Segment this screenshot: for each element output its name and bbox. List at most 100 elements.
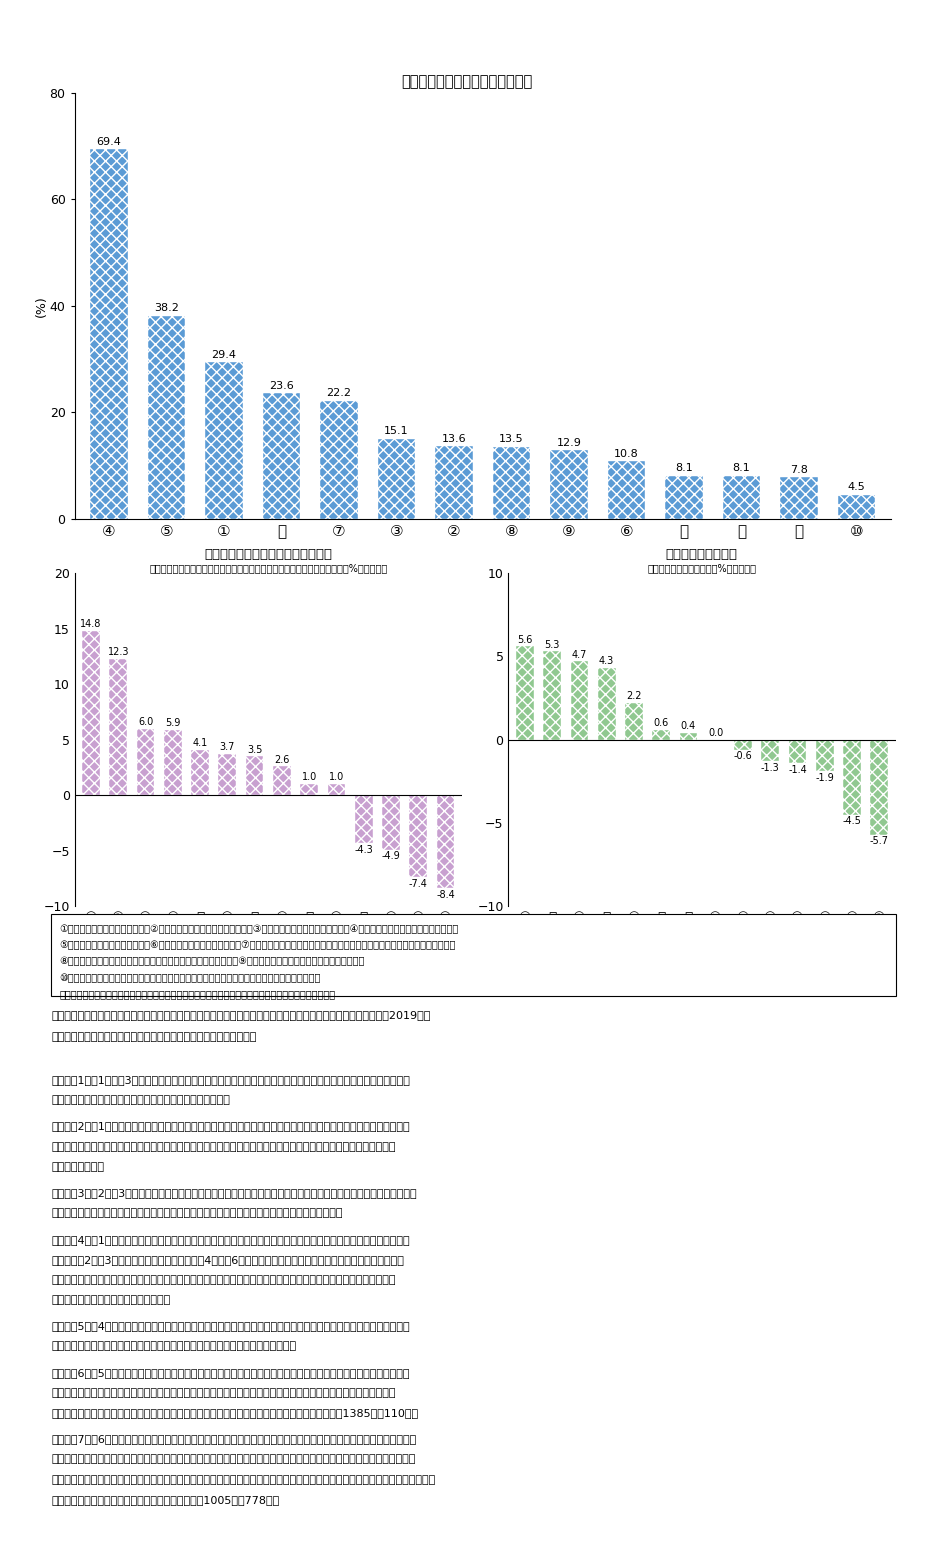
Text: -4.5: -4.5 bbox=[842, 816, 861, 826]
Text: 13.5: 13.5 bbox=[499, 434, 524, 445]
Text: 13.6: 13.6 bbox=[441, 434, 466, 445]
Bar bbox=[378, 438, 415, 519]
Bar bbox=[91, 149, 128, 519]
Bar bbox=[136, 728, 154, 795]
Text: 7）（6）は、「地方圏」に所在地のある企業における各理由の回答割合と、「三大都市圏」に所在地のある企業: 7）（6）は、「地方圏」に所在地のある企業における各理由の回答割合と、「三大都市… bbox=[51, 1434, 416, 1444]
Bar bbox=[300, 784, 318, 795]
Bar bbox=[608, 462, 646, 519]
Text: -1.3: -1.3 bbox=[761, 764, 780, 773]
Bar bbox=[109, 658, 127, 795]
Text: （2）（3）における人手不足企業及び（4）～（6）の回答企業については、人手不足が自社の企業経営ま: （2）（3）における人手不足企業及び（4）～（6）の回答企業については、人手不足… bbox=[51, 1255, 404, 1264]
Bar bbox=[550, 451, 588, 519]
Bar bbox=[543, 652, 561, 740]
Text: -7.4: -7.4 bbox=[409, 878, 427, 889]
Bar bbox=[493, 448, 530, 519]
Text: 以外の地域を指す。サンプル数はそれぞれ1005社、778社。: 以外の地域を指す。サンプル数はそれぞれ1005社、778社。 bbox=[51, 1495, 280, 1504]
Text: （４）人手不足を感じている理由: （４）人手不足を感じている理由 bbox=[401, 74, 532, 90]
Text: 4.3: 4.3 bbox=[599, 657, 614, 666]
Bar bbox=[780, 477, 817, 519]
Text: 5.9: 5.9 bbox=[165, 719, 180, 728]
Text: 資料出所　（独）労働政策研究・研修機構「人手不足等をめぐる現状と働き方等に関する調査（企業調査票）」（2019年）: 資料出所 （独）労働政策研究・研修機構「人手不足等をめぐる現状と働き方等に関する… bbox=[51, 1010, 431, 1019]
Bar bbox=[148, 316, 186, 519]
Text: 組んでいないが、近く取り組む予定」と回答した企業における各理由の回答割合と、「取り組んでこなかっ: 組んでいないが、近く取り組む予定」と回答した企業における各理由の回答割合と、「取… bbox=[51, 1388, 396, 1397]
Bar bbox=[838, 496, 875, 519]
Bar bbox=[843, 740, 861, 815]
Text: 組んでいないが、近く取り組む予定」と回答した企業における取組内容について、複数回答の結果を集計し: 組んでいないが、近く取り組む予定」と回答した企業における取組内容について、複数回… bbox=[51, 1142, 396, 1151]
Bar bbox=[870, 740, 888, 835]
Text: 企業を集計対象外としている。: 企業を集計対象外としている。 bbox=[51, 1295, 171, 1304]
FancyBboxPatch shape bbox=[51, 914, 896, 996]
Text: 4.7: 4.7 bbox=[572, 649, 587, 660]
Bar bbox=[327, 784, 345, 795]
Text: 0.4: 0.4 bbox=[681, 722, 696, 731]
Text: 2.6: 2.6 bbox=[274, 754, 289, 765]
Bar bbox=[82, 630, 100, 795]
Text: 23.6: 23.6 bbox=[270, 381, 294, 390]
Text: 4）（1）において自社の従業員全体の人手の過不足感について「大いに不足」「やや不足」と回答した企業、: 4）（1）において自社の従業員全体の人手の過不足感について「大いに不足」「やや不… bbox=[51, 1235, 410, 1244]
Text: -4.3: -4.3 bbox=[355, 844, 373, 855]
Text: ⑩介護のための休職者や短時間勤務者の増加、⑪病気治療のための休職者や短時間勤務者の増加、: ⑩介護のための休職者や短時間勤務者の増加、⑪病気治療のための休職者や短時間勤務者… bbox=[60, 973, 321, 984]
Text: -1.9: -1.9 bbox=[815, 773, 834, 782]
Text: した企業を「人手不足企業」、「適当」と回答した企業を「人手適当企業」としている。: した企業を「人手不足企業」、「適当」と回答した企業を「人手適当企業」としている。 bbox=[51, 1208, 342, 1218]
Y-axis label: (%): (%) bbox=[35, 294, 49, 318]
Text: -1.4: -1.4 bbox=[788, 765, 807, 774]
Bar bbox=[355, 795, 372, 843]
Bar bbox=[436, 446, 473, 519]
Bar bbox=[598, 668, 616, 740]
Text: 22.2: 22.2 bbox=[327, 389, 352, 398]
Bar bbox=[164, 730, 182, 795]
Bar bbox=[734, 740, 752, 750]
Text: 雇用人員が不足している理由について、複数回答の結果を集計している。: 雇用人員が不足している理由について、複数回答の結果を集計している。 bbox=[51, 1341, 297, 1351]
Text: （５）人手不足対策の有無別の差分: （５）人手不足対策の有無別の差分 bbox=[204, 548, 333, 561]
Bar bbox=[665, 476, 703, 519]
Text: 6）（5）は、人手不足を緩和するための対策について、３年前から現在までに「取り組んできた」「未だ取り: 6）（5）は、人手不足を緩和するための対策について、３年前から現在までに「取り組… bbox=[51, 1368, 410, 1377]
Text: 5.3: 5.3 bbox=[545, 640, 560, 649]
Bar bbox=[570, 661, 588, 740]
Text: 14.8: 14.8 bbox=[80, 620, 102, 629]
Text: 5.6: 5.6 bbox=[517, 635, 533, 644]
Text: 12.3: 12.3 bbox=[107, 647, 129, 657]
Text: （６）地域別の差分: （６）地域別の差分 bbox=[665, 548, 738, 561]
Text: ①景気の回復に伴う事業の拡大、②業務プロセスの見直しができない、③省力化・合理化投資ができない、④新規の人材獲得が困難になっている、: ①景気の回復に伴う事業の拡大、②業務プロセスの見直しができない、③省力化・合理化… bbox=[60, 923, 459, 934]
Text: 4.5: 4.5 bbox=[848, 482, 866, 493]
Text: ⑫定年退職や再雇用期間が満了を迎えた従業員の増加、⑬都市部への人材流出、⑭過去の採用抑制の影響: ⑫定年退職や再雇用期間が満了を迎えた従業員の増加、⑬都市部への人材流出、⑭過去の… bbox=[60, 990, 336, 999]
Bar bbox=[273, 767, 291, 795]
Text: たは職場環境に「現在のところ影響はなく、今後３年以内に影響が生じることも懸念されない」と回答した: たは職場環境に「現在のところ影響はなく、今後３年以内に影響が生じることも懸念され… bbox=[51, 1275, 396, 1284]
Text: 県」「岐阜県」「愛知県」「三重県」「京都府」「大阪府」「兵庫県」「奈良県」を指し、「地方圏」とは、三大都市圏: 県」「岐阜県」「愛知県」「三重県」「京都府」「大阪府」「兵庫県」「奈良県」を指し… bbox=[51, 1475, 436, 1484]
Text: -0.6: -0.6 bbox=[733, 751, 752, 761]
Text: 8.1: 8.1 bbox=[675, 463, 693, 472]
Bar bbox=[761, 740, 779, 761]
Text: 3）（2）（3）において、自社の従業員全体の人手の過不足状況について、「大いに不足」「やや不足」と回答: 3）（2）（3）において、自社の従業員全体の人手の過不足状況について、「大いに不… bbox=[51, 1188, 417, 1197]
Text: 重視」と回答した企業は、集計対象外としている。: 重視」と回答した企業は、集計対象外としている。 bbox=[51, 1095, 230, 1104]
Text: -5.7: -5.7 bbox=[870, 836, 889, 846]
Text: た」と回答した企業における各理由の回答割合の差をとったもの。サンプル数はそれぞれ1385社、110社。: た」と回答した企業における各理由の回答割合の差をとったもの。サンプル数はそれぞれ… bbox=[51, 1408, 418, 1417]
Text: 1.0: 1.0 bbox=[301, 773, 317, 782]
Bar bbox=[516, 646, 534, 740]
Bar bbox=[410, 795, 427, 877]
Bar bbox=[679, 733, 697, 740]
Text: 6.0: 6.0 bbox=[138, 717, 153, 726]
Bar bbox=[191, 750, 209, 795]
Bar bbox=[625, 703, 643, 740]
Bar bbox=[205, 362, 243, 519]
Text: 7.8: 7.8 bbox=[790, 465, 808, 474]
Bar bbox=[245, 756, 263, 795]
Text: における各理由の回答割合との差分をみたもの。「三大都市圏」とは、「埼玉県」「千葉県」「東京都」「神奈川: における各理由の回答割合との差分をみたもの。「三大都市圏」とは、「埼玉県」「千葉… bbox=[51, 1455, 416, 1464]
Text: 2）（1）は、人手不足を緩和するための対策について、３年前から現在までに「取り組んできた」「未だ取り: 2）（1）は、人手不足を緩和するための対策について、３年前から現在までに「取り組… bbox=[51, 1121, 410, 1131]
Bar bbox=[218, 754, 236, 795]
Text: 12.9: 12.9 bbox=[557, 437, 581, 448]
Text: （「地方圏－三大都市圏・%ポイント）: （「地方圏－三大都市圏・%ポイント） bbox=[648, 564, 756, 573]
Text: 3.7: 3.7 bbox=[219, 742, 235, 753]
Text: ている。: ている。 bbox=[51, 1162, 104, 1171]
Text: 8.1: 8.1 bbox=[732, 463, 750, 472]
Text: 69.4: 69.4 bbox=[97, 136, 121, 147]
Text: 4.1: 4.1 bbox=[192, 737, 208, 748]
Bar bbox=[320, 401, 357, 519]
Bar bbox=[263, 393, 300, 519]
Text: 5）（4）は、自社の従業員全体の過不足状況について「大いに不足」「やや不足」と回答した企業における、: 5）（4）は、自社の従業員全体の過不足状況について「大いに不足」「やや不足」と回… bbox=[51, 1321, 410, 1331]
Bar bbox=[652, 730, 670, 740]
Text: -4.9: -4.9 bbox=[382, 852, 400, 861]
Text: 1.0: 1.0 bbox=[328, 773, 344, 782]
Text: の個票を厚生労働省政策統括官付政策統括室にて独自集計: の個票を厚生労働省政策統括官付政策統括室にて独自集計 bbox=[51, 1032, 257, 1041]
Text: 29.4: 29.4 bbox=[212, 350, 237, 359]
